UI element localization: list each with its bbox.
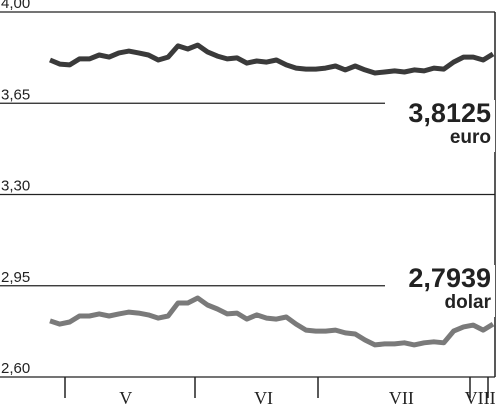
x-tick-label: VII	[389, 388, 414, 408]
annotation-label: euro	[450, 127, 491, 148]
y-tick-label: 2,95	[1, 269, 30, 286]
series-line	[49, 42, 495, 76]
y-tick-label: 2,60	[1, 360, 30, 377]
x-tick-label: VIII	[465, 388, 496, 408]
annotation-label: dolar	[445, 292, 492, 313]
series-line	[49, 295, 495, 348]
annotation-value: 2,7939	[408, 263, 491, 293]
x-tick-label: VI	[254, 388, 273, 408]
annotation-bg	[385, 100, 495, 152]
annotation-value: 3,8125	[408, 98, 491, 128]
y-tick-label: 3,30	[1, 178, 30, 195]
annotation-bg	[385, 265, 495, 317]
y-tick-label: 3,65	[1, 86, 30, 103]
x-separators	[64, 377, 489, 398]
y-tick-label: 4,00	[1, 0, 30, 12]
x-tick-label: V	[119, 388, 132, 408]
